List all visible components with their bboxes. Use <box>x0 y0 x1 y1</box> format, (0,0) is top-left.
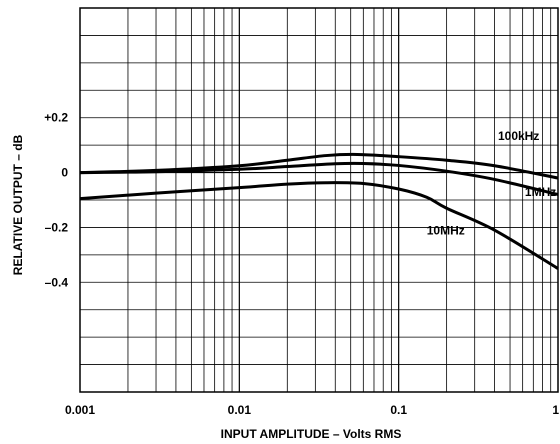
series-100khz-line <box>79 152 559 180</box>
x-tick-label: 0.001 <box>65 403 95 417</box>
x-tick-labels: 0.001 0.01 0.1 1 <box>65 403 559 417</box>
series-label-100khz: 100kHz <box>498 129 539 143</box>
series-1mhz-line <box>79 161 559 196</box>
y-tick-label: –0.2 <box>45 220 69 234</box>
y-tick-label: +0.2 <box>44 111 68 125</box>
grid <box>80 8 558 392</box>
plot-frame <box>79 7 559 393</box>
y-tick-labels: +0.2 0 –0.2 –0.4 <box>44 111 68 290</box>
series-10mhz-line <box>79 181 559 270</box>
x-axis-label: INPUT AMPLITUDE – Volts RMS <box>221 427 402 441</box>
x-tick-label: 0.1 <box>390 403 407 417</box>
y-tick-label: –0.4 <box>45 275 69 289</box>
y-tick-label: 0 <box>61 166 68 180</box>
series-label-10mhz: 10MHz <box>427 223 465 237</box>
y-axis-label: RELATIVE OUTPUT – dB <box>11 134 25 275</box>
series-labels: 100kHz 1MHz 10MHz <box>427 129 557 237</box>
x-tick-label: 1 <box>552 403 559 417</box>
x-tick-label: 0.01 <box>228 403 252 417</box>
series-group <box>79 152 559 270</box>
series-label-1mhz: 1MHz <box>525 185 556 199</box>
